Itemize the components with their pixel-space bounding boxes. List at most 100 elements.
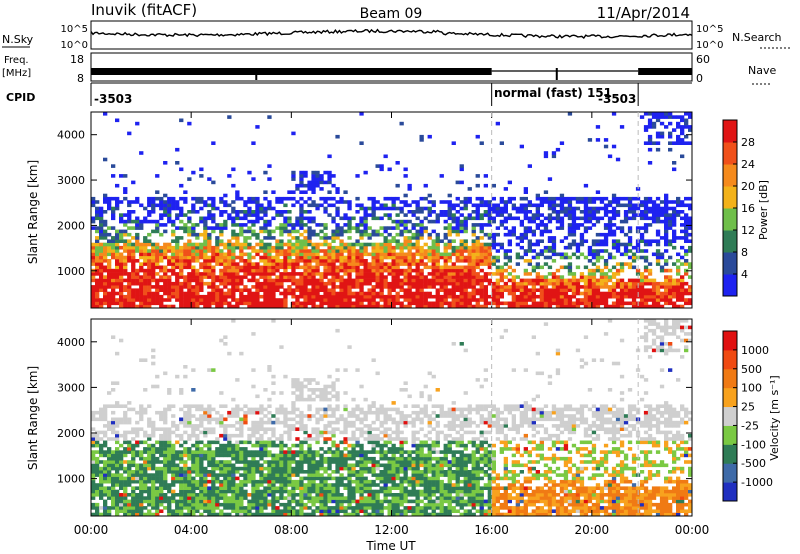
heatmap-cell	[355, 239, 360, 243]
heatmap-cell	[239, 430, 244, 435]
heatmap-cell	[451, 285, 456, 289]
heatmap-cell	[211, 417, 216, 422]
heatmap-cell	[131, 255, 136, 260]
heatmap-cell	[251, 496, 256, 500]
heatmap-cell	[159, 252, 164, 257]
heatmap-cell	[431, 281, 436, 286]
heatmap-cell	[203, 259, 208, 263]
heatmap-cell	[379, 291, 384, 296]
heatmap-cell	[271, 249, 276, 253]
heatmap-cell	[179, 255, 184, 260]
heatmap-cell	[251, 424, 256, 428]
heatmap-cell	[267, 489, 272, 494]
heatmap-cell	[283, 219, 288, 224]
heatmap-cell	[487, 216, 492, 221]
heatmap-cell	[247, 170, 252, 175]
heatmap-cell	[479, 216, 484, 221]
heatmap-cell	[255, 272, 260, 276]
heatmap-cell	[347, 272, 352, 276]
colorbar-swatch	[723, 120, 737, 143]
heatmap-cell	[611, 288, 617, 292]
heatmap-cell	[503, 252, 508, 257]
heatmap-cell	[307, 294, 312, 299]
heatmap-cell	[655, 115, 661, 119]
heatmap-cell	[223, 255, 228, 260]
heatmap-cell	[263, 460, 268, 464]
heatmap-cell	[199, 424, 204, 428]
heatmap-cell	[303, 288, 308, 292]
heatmap-cell	[647, 112, 653, 116]
heatmap-cell	[431, 255, 436, 260]
heatmap-cell	[331, 183, 336, 188]
heatmap-cell	[163, 288, 168, 292]
heatmap-cell	[219, 493, 224, 497]
heatmap-cell	[255, 216, 260, 221]
heatmap-cell	[143, 460, 148, 464]
heatmap-cell	[688, 239, 693, 243]
heatmap-cell	[111, 496, 116, 500]
heatmap-cell	[547, 236, 553, 240]
heatmap-cell	[147, 196, 152, 201]
heatmap-cell	[207, 226, 212, 230]
heatmap-cell	[123, 476, 128, 481]
heatmap-cell	[139, 499, 144, 504]
heatmap-cell	[231, 275, 236, 279]
heatmap-cell	[95, 216, 100, 221]
heatmap-cell	[603, 272, 609, 276]
heatmap-cell	[211, 275, 216, 279]
heatmap-cell	[231, 443, 236, 448]
heatmap-cell	[235, 512, 240, 517]
heatmap-cell	[539, 203, 544, 208]
heatmap-cell	[107, 278, 112, 283]
heatmap-cell	[515, 262, 520, 266]
heatmap-cell	[583, 278, 589, 283]
heatmap-cell	[503, 187, 508, 191]
heatmap-cell	[219, 479, 224, 484]
heatmap-cell	[587, 249, 593, 253]
heatmap-cell	[99, 414, 104, 418]
heatmap-cell	[263, 196, 268, 201]
heatmap-cell	[123, 404, 128, 408]
heatmap-cell	[187, 483, 192, 487]
heatmap-cell	[211, 291, 216, 296]
heatmap-cell	[379, 167, 384, 172]
heatmap-cell	[119, 496, 124, 500]
heatmap-cell	[215, 453, 220, 458]
heatmap-cell	[259, 466, 264, 471]
heatmap-cell	[603, 236, 609, 240]
heatmap-cell	[131, 430, 136, 435]
heatmap-cell	[471, 226, 476, 230]
heatmap-cell	[599, 242, 605, 247]
heatmap-cell	[387, 304, 392, 309]
heatmap-cell	[487, 223, 492, 227]
heatmap-cell	[123, 470, 128, 474]
heatmap-cell	[99, 242, 104, 247]
heatmap-cell	[195, 453, 200, 458]
heatmap-cell	[323, 242, 328, 247]
heatmap-cell	[639, 275, 645, 279]
heatmap-cell	[191, 368, 196, 372]
heatmap-cell	[195, 502, 200, 507]
heatmap-cell	[447, 203, 452, 208]
heatmap-cell	[479, 141, 484, 145]
heatmap-cell	[159, 285, 164, 289]
heatmap-cell	[207, 236, 212, 240]
heatmap-cell	[651, 291, 657, 296]
heatmap-cell	[535, 252, 540, 257]
colorbar-swatch	[723, 208, 737, 231]
heatmap-cell	[151, 259, 156, 263]
heatmap-cell	[303, 242, 308, 247]
heatmap-cell	[664, 203, 669, 208]
heatmap-cell	[491, 219, 496, 224]
heatmap-cell	[407, 203, 412, 208]
heatmap-cell	[103, 476, 108, 481]
heatmap-cell	[139, 262, 144, 266]
heatmap-cell	[527, 200, 532, 204]
heatmap-cell	[664, 219, 669, 224]
heatmap-cell	[187, 239, 192, 243]
heatmap-cell	[383, 213, 388, 217]
heatmap-cell	[235, 470, 240, 474]
heatmap-cell	[187, 226, 192, 230]
heatmap-cell	[123, 512, 128, 517]
